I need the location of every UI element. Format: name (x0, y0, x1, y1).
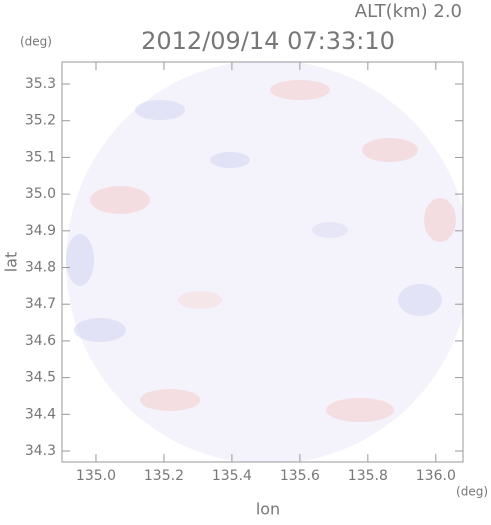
y-tick-label: 34.7 (25, 296, 56, 312)
y-tick-label: 35.1 (25, 149, 56, 165)
radar-image (66, 62, 463, 462)
x-tick-label: 135.2 (144, 468, 184, 484)
y-tick-label: 34.8 (25, 260, 56, 276)
x-tick-label: 136.0 (416, 468, 456, 484)
altitude-label: ALT(km) 2.0 (355, 1, 462, 22)
y-tick-label: 34.3 (25, 443, 56, 459)
x-unit: (deg) (456, 485, 488, 499)
y-tick-label: 35.2 (25, 113, 56, 129)
y-tick-label: 35.3 (25, 76, 56, 92)
x-tick-label: 135.4 (212, 468, 252, 484)
chart-title: 2012/09/14 07:33:10 (141, 27, 395, 55)
y-unit: (deg) (20, 35, 52, 49)
plot-frame (61, 61, 464, 463)
y-tick-label: 34.6 (25, 333, 56, 349)
x-axis-label: lon (256, 500, 280, 519)
radar-disc (66, 62, 463, 462)
x-tick-label: 135.6 (280, 468, 320, 484)
echo-pattern (66, 80, 456, 422)
y-tick-label: 34.5 (25, 370, 56, 386)
y-tick-label: 35.0 (25, 186, 56, 202)
x-tick-label: 135.8 (348, 468, 388, 484)
x-tick-label: 135.0 (76, 468, 116, 484)
y-axis-label: lat (2, 252, 21, 273)
y-tick-label: 34.9 (25, 223, 56, 239)
y-tick-label: 34.4 (25, 406, 56, 422)
